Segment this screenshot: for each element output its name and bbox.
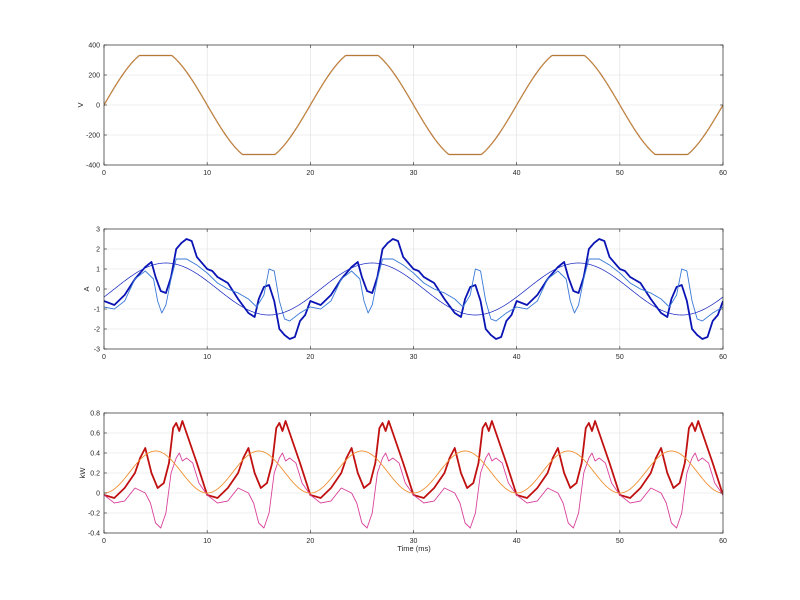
power-y-tick-label: 0.8 (90, 411, 100, 418)
current-x-tick-label: 50 (616, 354, 624, 361)
current-y-tick-label: 2 (96, 247, 100, 254)
power-y-tick-label: -0.2 (88, 511, 100, 518)
power-x-tick-label: 50 (616, 538, 624, 545)
voltage-y-tick-label: -400 (86, 163, 100, 170)
power-series-line-2 (104, 452, 723, 529)
current-x-tick-label: 30 (410, 354, 418, 361)
power-series-line-3 (104, 450, 723, 494)
power-y-tick-label: 0.2 (90, 471, 100, 478)
current-y-tick-label: 0 (96, 287, 100, 294)
power-x-tick-label: 60 (719, 538, 727, 545)
current-y-tick-label: -3 (94, 347, 100, 354)
current-series-line-2 (104, 258, 723, 322)
current-plot: A 0 10 20 30 40 50 60 -3 -2 -1 0 1 2 3 (82, 227, 727, 362)
current-y-tick-label: -2 (94, 327, 100, 334)
current-x-tick-label: 40 (513, 354, 521, 361)
voltage-series-line-2 (104, 55, 723, 155)
voltage-ylabel: V (76, 102, 85, 107)
voltage-x-tick-label: 10 (203, 170, 211, 177)
power-y-tick-label: 0 (96, 491, 100, 498)
power-y-tick-label: 0.6 (90, 431, 100, 438)
voltage-y-tick-label: 200 (88, 73, 100, 80)
voltage-x-tick-label: 0 (102, 170, 106, 177)
current-ylabel: A (82, 286, 91, 291)
current-y-tick-label: 3 (96, 227, 100, 234)
current-x-tick-label: 0 (102, 354, 106, 361)
power-x-tick-label: 30 (410, 538, 418, 545)
power-x-tick-label: 0 (102, 538, 106, 545)
power-xlabel: Time (ms) (397, 544, 431, 553)
voltage-x-tick-label: 40 (513, 170, 521, 177)
power-y-tick-label: -0.4 (88, 531, 100, 538)
power-x-tick-label: 10 (203, 538, 211, 545)
current-series-line-3 (104, 262, 723, 316)
voltage-x-tick-label: 30 (410, 170, 418, 177)
voltage-y-tick-label: -200 (86, 133, 100, 140)
current-y-tick-label: -1 (94, 307, 100, 314)
voltage-plot: V 0 10 20 30 40 50 60 -400 -200 0 200 400 (76, 43, 727, 178)
voltage-x-tick-label: 60 (719, 170, 727, 177)
voltage-x-tick-label: 50 (616, 170, 624, 177)
current-x-tick-label: 60 (719, 354, 727, 361)
voltage-x-tick-label: 20 (306, 170, 314, 177)
current-x-tick-label: 20 (306, 354, 314, 361)
power-x-tick-label: 20 (306, 538, 314, 545)
power-ylabel: kW (78, 467, 87, 479)
voltage-y-tick-label: 0 (96, 103, 100, 110)
power-plot: kW Time (ms) 0 10 20 30 40 50 60 -0.4 -0.2 0 0.2 0.… (78, 411, 727, 554)
voltage-y-tick-label: 400 (88, 43, 100, 50)
current-y-tick-label: 1 (96, 267, 100, 274)
power-x-tick-label: 40 (513, 538, 521, 545)
current-series-line-1 (104, 238, 723, 340)
power-y-tick-label: 0.4 (90, 451, 100, 458)
current-x-tick-label: 10 (203, 354, 211, 361)
